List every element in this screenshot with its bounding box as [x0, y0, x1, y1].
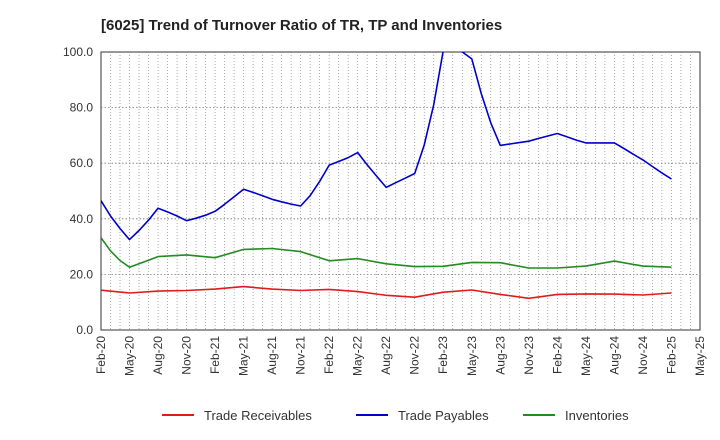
- x-tick-label: May-24: [579, 336, 593, 376]
- x-tick-label: May-21: [237, 336, 251, 376]
- x-tick-label: Nov-24: [636, 336, 650, 375]
- x-tick-label: Nov-22: [408, 336, 422, 375]
- y-axis: 0.0 20.0 40.0 60.0 80.0 100.0: [63, 45, 93, 337]
- x-tick-label: May-20: [123, 336, 137, 376]
- series-lines: [101, 52, 672, 300]
- x-gridlines: [110, 52, 691, 330]
- x-tick-label: Nov-21: [294, 336, 308, 375]
- y-tick-label: 80.0: [70, 101, 94, 115]
- y-tick-label: 100.0: [63, 45, 93, 59]
- x-tick-label: Feb-25: [664, 336, 678, 374]
- y-tick-label: 60.0: [70, 156, 94, 170]
- x-tick-label: Aug-21: [265, 336, 279, 375]
- x-axis: Feb-20 May-20 Aug-20 Nov-20 Feb-21 May-21 Aug-…: [94, 336, 707, 376]
- y-tick-label: 20.0: [70, 267, 94, 281]
- series-line-trade-receivables: [101, 285, 672, 300]
- x-tick-label: Aug-24: [607, 336, 621, 375]
- legend-label: Inventories: [565, 408, 629, 423]
- x-tick-label: May-25: [693, 336, 707, 376]
- y-tick-label: 0.0: [76, 323, 93, 337]
- x-tick-label: Feb-22: [322, 336, 336, 374]
- series-line-trade-payables: [101, 52, 672, 241]
- legend-label: Trade Receivables: [204, 408, 312, 423]
- x-tick-label: Feb-24: [550, 336, 564, 374]
- legend: Trade Receivables Trade Payables Inventori…: [162, 408, 629, 423]
- series-line-inventories: [101, 237, 672, 269]
- plot-area: [100, 51, 701, 331]
- x-tick-label: May-22: [351, 336, 365, 376]
- x-tick-label: May-23: [465, 336, 479, 376]
- legend-label: Trade Payables: [398, 408, 489, 423]
- x-tick-label: Feb-23: [436, 336, 450, 374]
- x-tick-label: Nov-23: [522, 336, 536, 375]
- chart-title: [6025] Trend of Turnover Ratio of TR, TP…: [101, 17, 502, 34]
- y-tick-label: 40.0: [70, 212, 94, 226]
- x-tick-label: Aug-22: [379, 336, 393, 375]
- x-tick-label: Nov-20: [180, 336, 194, 375]
- x-tick-label: Feb-21: [208, 336, 222, 374]
- x-tick-label: Feb-20: [94, 336, 108, 374]
- x-tick-label: Aug-20: [151, 336, 165, 375]
- x-tick-label: Aug-23: [493, 336, 507, 375]
